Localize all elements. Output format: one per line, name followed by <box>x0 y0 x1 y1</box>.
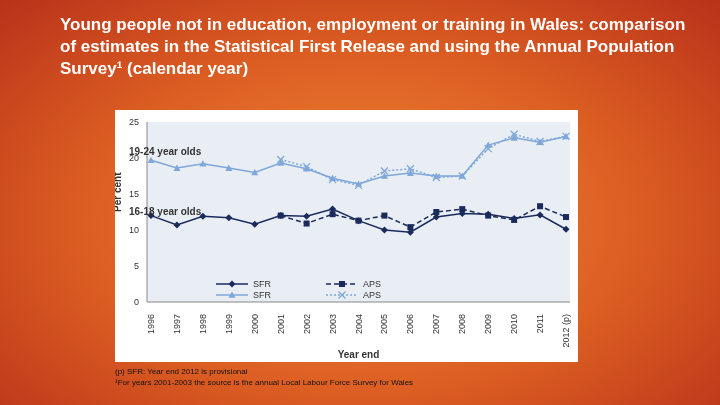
svg-text:Year end: Year end <box>338 349 380 360</box>
svg-text:2007: 2007 <box>431 314 441 334</box>
svg-text:25: 25 <box>129 117 139 127</box>
svg-text:2004: 2004 <box>354 314 364 334</box>
svg-text:1999: 1999 <box>224 314 234 334</box>
svg-text:2005: 2005 <box>379 314 389 334</box>
svg-text:2009: 2009 <box>483 314 493 334</box>
svg-text:2012 (p): 2012 (p) <box>561 314 571 348</box>
svg-text:2002: 2002 <box>302 314 312 334</box>
svg-text:10: 10 <box>129 225 139 235</box>
svg-text:2006: 2006 <box>405 314 415 334</box>
svg-text:1998: 1998 <box>198 314 208 334</box>
svg-text:Per cent: Per cent <box>115 172 123 212</box>
svg-text:2003: 2003 <box>328 314 338 334</box>
svg-text:5: 5 <box>134 261 139 271</box>
svg-text:2010: 2010 <box>509 314 519 334</box>
svg-text:2000: 2000 <box>250 314 260 334</box>
svg-text:2011: 2011 <box>535 314 545 333</box>
svg-text:15: 15 <box>129 189 139 199</box>
svg-text:1997: 1997 <box>172 314 182 334</box>
svg-text:1996: 1996 <box>146 314 156 334</box>
svg-text:2001: 2001 <box>276 314 286 334</box>
svg-text:0: 0 <box>134 297 139 307</box>
svg-text:2008: 2008 <box>457 314 467 334</box>
